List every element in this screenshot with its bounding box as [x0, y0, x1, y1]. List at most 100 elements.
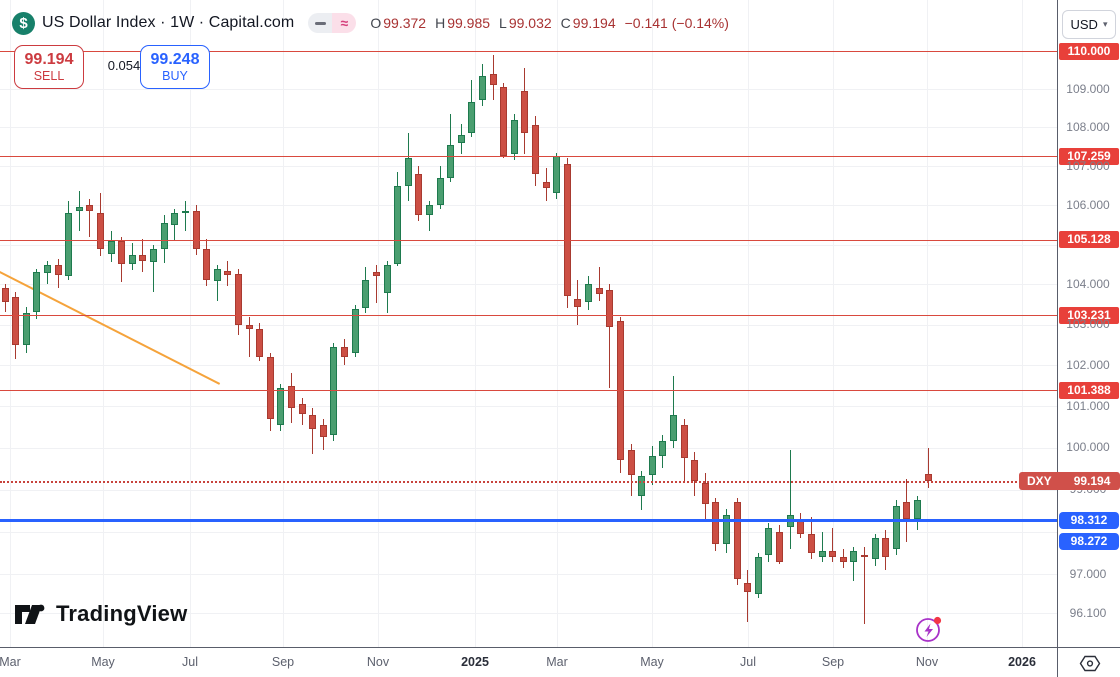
candle [648, 456, 656, 475]
candle [563, 164, 571, 296]
badge-price: 99.194 [1073, 474, 1111, 489]
price-tick-label: 96.100 [1069, 605, 1107, 620]
candle-wick [174, 209, 176, 241]
candle [532, 125, 539, 174]
currency-dropdown[interactable]: USD ▾ [1062, 10, 1116, 39]
change-value: −0.141 (−0.14%) [624, 15, 729, 31]
candle [12, 296, 20, 345]
buy-button[interactable]: 99.248 BUY [140, 45, 210, 89]
h-gridline [0, 324, 1057, 326]
candle [765, 527, 773, 556]
candle [213, 268, 221, 281]
current-price-line [0, 481, 1057, 484]
axis-settings-hexagon-icon[interactable] [1079, 655, 1101, 672]
candle-wick [927, 448, 929, 489]
candle-wick [832, 527, 834, 562]
month-label[interactable]: Nov [366, 655, 390, 669]
price-tick-label: 101.000 [1066, 398, 1110, 413]
resistance-line [0, 156, 1057, 157]
candle [797, 521, 805, 534]
low-value: 99.032 [508, 15, 552, 31]
alert-price-label: 98.272 [1059, 532, 1119, 550]
price-tick-label: 107.000 [1066, 158, 1110, 173]
currency-label: USD [1070, 17, 1098, 32]
price-axis[interactable]: 110.000 107.259 105.128 103.231 101.388 98.31… [1057, 0, 1120, 647]
v-gridline [10, 0, 11, 647]
candle [595, 288, 603, 295]
candle [75, 207, 83, 211]
month-label[interactable]: Jul [182, 655, 198, 669]
candle [914, 500, 921, 519]
candle [669, 414, 677, 442]
minus-icon [314, 21, 326, 25]
candle-wick [672, 375, 674, 448]
price-level-label: 107.259 [1059, 147, 1119, 165]
candle [372, 272, 380, 277]
candle [892, 506, 900, 549]
badge-symbol: DXY [1027, 474, 1052, 489]
v-gridline [1022, 0, 1023, 647]
candle [744, 583, 752, 592]
candle [839, 557, 847, 562]
candle-wick [428, 201, 430, 231]
price-level-label: 110.000 [1059, 42, 1119, 60]
h-gridline [0, 127, 1057, 129]
candle [510, 119, 518, 155]
month-label[interactable]: Sep [271, 655, 295, 669]
trade-panel: 99.194 SELL 0.054 99.248 BUY [14, 45, 210, 89]
candle [203, 248, 211, 281]
year-label[interactable]: 2025 [461, 655, 489, 669]
collapse-button[interactable] [308, 13, 333, 33]
high-key: H [435, 15, 446, 31]
candle [425, 205, 433, 215]
candle [860, 555, 868, 558]
month-label[interactable]: Jul [740, 655, 756, 669]
chevron-down-icon: ▾ [1102, 19, 1108, 29]
candle [818, 550, 826, 558]
candle [415, 173, 423, 215]
candle-wick [821, 531, 823, 562]
approx-price-button[interactable]: ≈ [332, 13, 357, 33]
month-label[interactable]: Nov [915, 655, 939, 669]
candle [341, 346, 348, 358]
candle-wick [747, 570, 749, 622]
h-gridline [0, 613, 1057, 615]
candle [351, 308, 359, 353]
candle [43, 264, 51, 273]
candle [924, 473, 932, 482]
buy-price: 99.248 [150, 51, 200, 68]
resistance-line [0, 390, 1057, 392]
sell-button[interactable]: 99.194 SELL [14, 45, 84, 89]
candle [181, 211, 189, 214]
flash-button[interactable] [914, 614, 944, 644]
month-label[interactable]: Sep [821, 655, 845, 669]
candle [585, 284, 592, 303]
candle [54, 264, 62, 275]
month-label[interactable]: Mar [0, 655, 21, 669]
candle [468, 102, 476, 134]
candle [712, 502, 720, 545]
symbol-title[interactable]: US Dollar Index · 1W · Capital.com [42, 14, 295, 31]
candle [680, 424, 688, 458]
chart-plot-area[interactable] [0, 0, 1057, 647]
candle [192, 211, 200, 249]
candle-wick [375, 264, 377, 303]
low-key: L [499, 15, 507, 31]
candle [128, 254, 136, 265]
close-key: C [560, 15, 571, 31]
time-axis[interactable]: Mar May Jul Sep Nov 2025 Mar May Jul Sep Nov 2026 [0, 647, 1057, 677]
v-gridline [103, 0, 104, 647]
h-gridline [0, 531, 1057, 533]
candle [871, 538, 879, 560]
month-label[interactable]: May [640, 655, 664, 669]
h-gridline [0, 406, 1057, 408]
month-label[interactable]: Mar [546, 655, 568, 669]
year-label[interactable]: 2026 [1008, 655, 1036, 669]
candle [1, 288, 9, 303]
ohlc-readout: O 99.372 H 99.985 L 99.032 C 99.194 −0.141 (… [370, 15, 738, 31]
candle [776, 531, 783, 562]
candle [65, 213, 73, 277]
v-gridline [190, 0, 191, 647]
tradingview-logo[interactable]: TradingView [14, 598, 187, 630]
month-label[interactable]: May [91, 655, 115, 669]
